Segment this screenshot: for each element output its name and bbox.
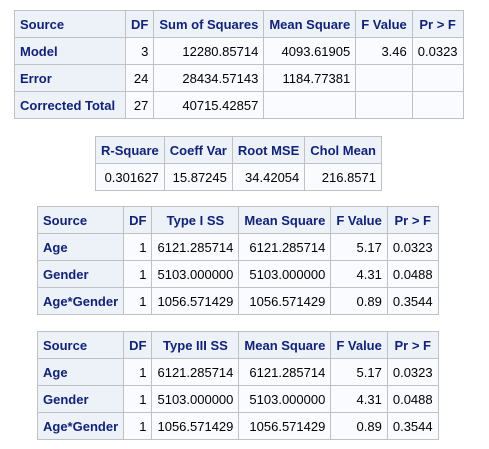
cell-ms: 1056.571429	[238, 287, 332, 315]
fit-statistics-table: R-Square Coeff Var Root MSE Chol Mean 0.…	[95, 136, 382, 191]
cell-df: 24	[124, 64, 155, 92]
type3-ss-table: Source DF Type III SS Mean Square F Valu…	[36, 331, 439, 440]
cell-df: 1	[123, 412, 153, 440]
cell-ss: 5103.000000	[151, 385, 240, 413]
row-header: Age	[36, 358, 125, 386]
type1-ss-table: Source DF Type I SS Mean Square F Value …	[36, 206, 439, 315]
cell-p	[411, 64, 464, 92]
cell-p: 0.0488	[386, 385, 439, 413]
cell-p: 0.0323	[411, 37, 464, 65]
cell-f: 5.17	[330, 358, 388, 386]
cell-df: 1	[123, 260, 153, 288]
cell-p	[411, 91, 464, 119]
table-row: Age*Gender 1 1056.571429 1056.571429 0.8…	[36, 287, 439, 315]
cell-ms: 5103.000000	[238, 260, 332, 288]
cell-df: 1	[123, 358, 153, 386]
col-header-df: DF	[123, 331, 153, 359]
cell-df: 1	[123, 385, 153, 413]
cell-ss: 1056.571429	[151, 287, 240, 315]
row-header: Age*Gender	[36, 287, 125, 315]
type3-header-row: Source DF Type III SS Mean Square F Valu…	[36, 331, 439, 359]
cell-ss: 6121.285714	[151, 233, 240, 261]
col-header-p: Pr > F	[386, 206, 439, 234]
row-header: Age*Gender	[36, 412, 125, 440]
cell-p: 0.3544	[386, 287, 439, 315]
cell-ss: 12280.85714	[153, 37, 265, 65]
table-row: Gender 1 5103.000000 5103.000000 4.31 0.…	[36, 385, 439, 413]
col-header-coeffvar: Coeff Var	[163, 136, 233, 164]
row-header: Corrected Total	[14, 91, 126, 119]
table-row: Age*Gender 1 1056.571429 1056.571429 0.8…	[36, 412, 439, 440]
cell-f: 4.31	[330, 260, 388, 288]
cell-ms: 5103.000000	[238, 385, 332, 413]
col-header-source: Source	[36, 206, 125, 234]
anova-header-row: Source DF Sum of Squares Mean Square F V…	[14, 10, 464, 38]
col-header-cholmean: Chol Mean	[304, 136, 382, 164]
col-header-f: F Value	[330, 331, 388, 359]
cell-f: 3.46	[355, 37, 413, 65]
row-header: Gender	[36, 385, 125, 413]
cell-p: 0.3544	[386, 412, 439, 440]
cell-ss: 40715.42857	[153, 91, 265, 119]
cell-f: 5.17	[330, 233, 388, 261]
col-header-f: F Value	[355, 10, 413, 38]
cell-ss: 28434.57143	[153, 64, 265, 92]
table-row: Age 1 6121.285714 6121.285714 5.17 0.032…	[36, 358, 439, 386]
cell-p: 0.0323	[386, 358, 439, 386]
col-header-ss: Sum of Squares	[153, 10, 265, 38]
cell-df: 27	[124, 91, 155, 119]
cell-df: 1	[123, 233, 153, 261]
col-header-rsquare: R-Square	[95, 136, 165, 164]
table-row: 0.301627 15.87245 34.42054 216.8571	[95, 163, 382, 191]
cell-ss: 6121.285714	[151, 358, 240, 386]
cell-df: 1	[123, 287, 153, 315]
cell-ms: 4093.61905	[263, 37, 357, 65]
col-header-df: DF	[123, 206, 153, 234]
cell-cholmean: 216.8571	[304, 163, 382, 191]
table-row: Age 1 6121.285714 6121.285714 5.17 0.032…	[36, 233, 439, 261]
cell-p: 0.0323	[386, 233, 439, 261]
table-row: Model 3 12280.85714 4093.61905 3.46 0.03…	[14, 37, 464, 65]
cell-f	[355, 64, 413, 92]
row-header: Gender	[36, 260, 125, 288]
col-header-ss: Type I SS	[151, 206, 240, 234]
cell-ss: 5103.000000	[151, 260, 240, 288]
fit-header-row: R-Square Coeff Var Root MSE Chol Mean	[95, 136, 382, 164]
cell-ms: 1056.571429	[238, 412, 332, 440]
cell-rsquare: 0.301627	[95, 163, 165, 191]
table-row: Gender 1 5103.000000 5103.000000 4.31 0.…	[36, 260, 439, 288]
col-header-p: Pr > F	[386, 331, 439, 359]
cell-ms	[263, 91, 357, 119]
cell-ms: 6121.285714	[238, 233, 332, 261]
row-header: Model	[14, 37, 126, 65]
col-header-source: Source	[14, 10, 126, 38]
cell-p: 0.0488	[386, 260, 439, 288]
cell-coeffvar: 15.87245	[163, 163, 233, 191]
col-header-df: DF	[124, 10, 155, 38]
row-header: Error	[14, 64, 126, 92]
col-header-ss: Type III SS	[151, 331, 240, 359]
col-header-rootmse: Root MSE	[231, 136, 306, 164]
row-header: Age	[36, 233, 125, 261]
cell-f	[355, 91, 413, 119]
cell-ms: 6121.285714	[238, 358, 332, 386]
col-header-p: Pr > F	[411, 10, 464, 38]
type1-header-row: Source DF Type I SS Mean Square F Value …	[36, 206, 439, 234]
cell-f: 0.89	[330, 287, 388, 315]
table-row: Corrected Total 27 40715.42857	[14, 91, 464, 119]
col-header-f: F Value	[330, 206, 388, 234]
col-header-ms: Mean Square	[238, 206, 332, 234]
cell-ms: 1184.77381	[263, 64, 357, 92]
cell-rootmse: 34.42054	[231, 163, 306, 191]
col-header-source: Source	[36, 331, 125, 359]
table-row: Error 24 28434.57143 1184.77381	[14, 64, 464, 92]
cell-ss: 1056.571429	[151, 412, 240, 440]
anova-table: Source DF Sum of Squares Mean Square F V…	[14, 10, 464, 119]
col-header-ms: Mean Square	[263, 10, 357, 38]
cell-f: 0.89	[330, 412, 388, 440]
col-header-ms: Mean Square	[238, 331, 332, 359]
cell-f: 4.31	[330, 385, 388, 413]
cell-df: 3	[124, 37, 155, 65]
